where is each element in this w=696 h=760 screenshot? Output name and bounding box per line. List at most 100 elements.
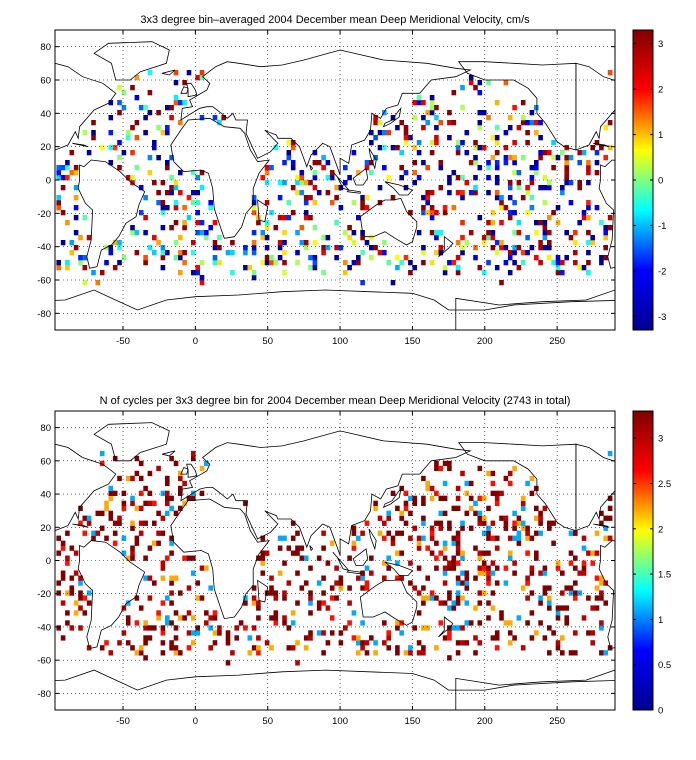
bin-cell <box>325 235 331 241</box>
bin-cell <box>356 575 361 581</box>
bin-cell <box>112 520 118 526</box>
bin-cell <box>434 235 439 241</box>
bin-cell <box>520 495 526 501</box>
bin-cell <box>573 230 578 236</box>
bin-cell <box>607 495 613 501</box>
bin-cell <box>403 125 409 131</box>
bin-cell <box>321 245 326 251</box>
bin-cell <box>408 260 413 266</box>
bin-cell <box>156 155 161 161</box>
bin-cell <box>603 515 608 521</box>
bin-cell <box>143 215 148 221</box>
bin-cell <box>438 165 444 171</box>
y-tick-label: 40 <box>40 490 51 501</box>
bin-cell <box>82 255 88 261</box>
bin-cell <box>490 220 496 226</box>
bin-cell <box>78 605 83 611</box>
bin-cell <box>329 630 335 636</box>
bin-cell <box>399 165 404 171</box>
bin-cell <box>564 170 569 176</box>
bin-cell <box>434 595 439 601</box>
bin-cell <box>429 205 435 211</box>
bin-cell <box>186 585 192 591</box>
bin-cell <box>555 645 561 651</box>
bin-cell <box>560 570 565 576</box>
bin-cell <box>590 240 595 246</box>
bin-cell <box>520 585 526 591</box>
bin-cell <box>586 230 591 236</box>
bin-cell <box>438 185 444 191</box>
bin-cell <box>525 185 530 191</box>
bin-cell <box>473 500 478 506</box>
bin-cell <box>178 100 183 106</box>
bin-cell <box>82 280 88 286</box>
bin-cell <box>503 145 509 151</box>
bin-cell <box>416 640 422 646</box>
bin-cell <box>429 105 435 111</box>
bin-cell <box>538 530 543 536</box>
bin-cell <box>73 170 79 176</box>
bin-cell <box>490 480 496 487</box>
bin-cell <box>282 240 287 246</box>
bin-cell <box>286 645 292 651</box>
bin-cell <box>160 130 166 136</box>
bin-cell <box>403 520 409 526</box>
bin-cell <box>273 610 279 616</box>
bin-cell <box>590 630 595 636</box>
bin-cell <box>438 120 444 126</box>
bin-cell <box>516 185 522 191</box>
bin-cell <box>117 165 122 171</box>
bin-cell <box>65 620 70 626</box>
cycles-grid <box>55 411 615 710</box>
bin-cell <box>429 140 435 146</box>
bin-cell <box>343 230 348 236</box>
bin-cell <box>208 200 213 206</box>
bin-cell <box>486 220 491 226</box>
bin-cell <box>377 185 383 191</box>
bin-cell <box>329 175 335 181</box>
cycles-chart-title: N of cycles per 3x3 degree bin for 2004 … <box>100 395 571 407</box>
coastline <box>382 487 402 509</box>
bin-cell <box>290 185 296 191</box>
x-tick-label: 250 <box>549 716 565 727</box>
y-tick-label: -40 <box>37 242 51 253</box>
bin-cell <box>91 270 96 276</box>
bin-cell <box>99 645 105 651</box>
bin-cell <box>534 515 539 521</box>
bin-cell <box>178 590 183 596</box>
bin-cell <box>329 540 335 546</box>
bin-cell <box>516 515 522 521</box>
bin-cell <box>256 555 261 561</box>
bin-cell <box>542 590 548 596</box>
bin-cell <box>560 590 565 596</box>
bin-cell <box>386 260 391 266</box>
bin-cell <box>264 640 270 646</box>
bin-cell <box>494 250 500 256</box>
bin-cell <box>169 640 174 646</box>
bin-cell <box>538 520 543 526</box>
bin-cell <box>421 535 426 541</box>
bin-cell <box>564 605 569 611</box>
bin-cell <box>555 270 561 276</box>
bin-cell <box>434 565 439 571</box>
bin-cell <box>277 255 283 261</box>
bin-cell <box>147 90 153 96</box>
bin-cell <box>594 140 600 146</box>
bin-cell <box>312 200 318 206</box>
bin-cell <box>594 160 600 166</box>
bin-cell <box>321 575 326 581</box>
bin-cell <box>412 585 417 591</box>
bin-cell <box>421 520 426 526</box>
bin-cell <box>303 635 309 641</box>
bin-cell <box>69 545 75 551</box>
bin-cell <box>460 175 465 181</box>
bin-cell <box>425 195 430 201</box>
bin-cell <box>534 130 539 136</box>
bin-cell <box>438 550 444 556</box>
bin-cell <box>295 230 300 236</box>
bin-cell <box>273 620 279 626</box>
bin-cell <box>494 135 500 141</box>
bin-cell <box>451 535 457 541</box>
bin-cell <box>425 165 430 171</box>
bin-cell <box>125 555 131 561</box>
